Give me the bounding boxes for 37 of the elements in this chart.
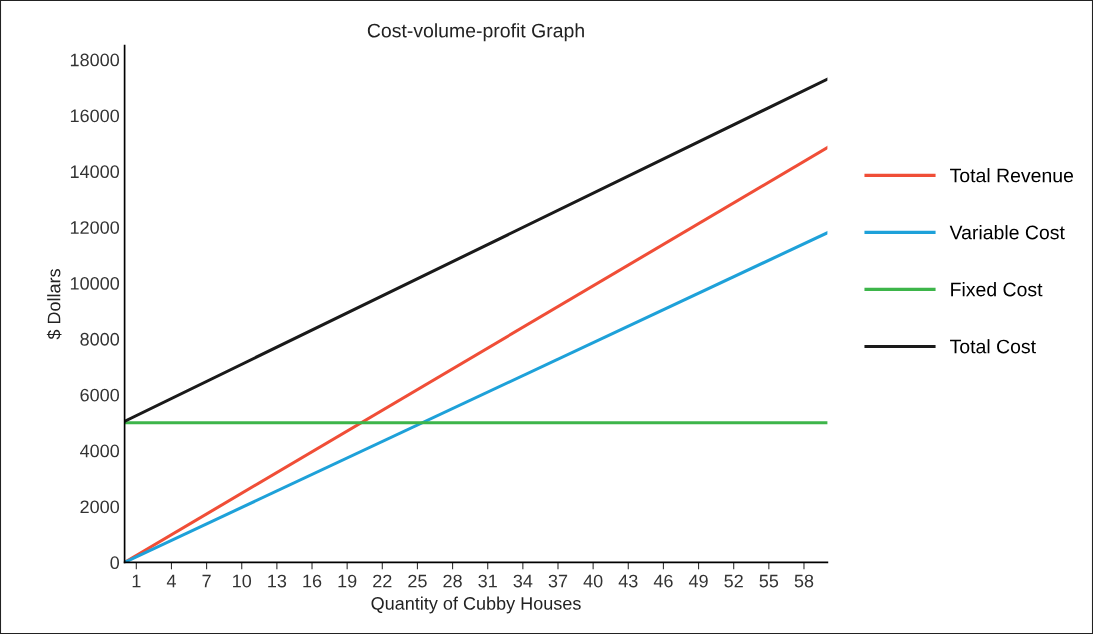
x-tick-label: 52 — [724, 574, 743, 588]
x-tick-label: 10 — [233, 574, 252, 588]
legend-label: Total Cost — [950, 339, 1036, 354]
y-tick-label: 4000 — [79, 444, 120, 458]
x-tick-label: 16 — [303, 574, 322, 588]
x-tick-label: 7 — [202, 574, 211, 588]
y-tick-label: 6000 — [80, 388, 120, 402]
x-tick-label: 58 — [794, 574, 814, 588]
legend-label: Variable Cost — [949, 225, 1065, 240]
y-tick-label: 10000 — [70, 276, 120, 290]
y-tick-label: 12000 — [70, 221, 120, 234]
x-tick-label: 49 — [688, 574, 708, 588]
x-tick-label: 43 — [618, 574, 638, 588]
x-axis-title: Quantity of Cubby Houses — [371, 596, 581, 614]
x-tick-label: 22 — [373, 574, 392, 588]
y-tick-label: 18000 — [70, 53, 120, 67]
legend-label: Fixed Cost — [951, 282, 1043, 297]
x-tick-label: 25 — [408, 574, 427, 588]
y-tick-label: 14000 — [70, 165, 120, 179]
y-tick-label: 16000 — [70, 109, 120, 123]
x-tick-label: 55 — [759, 574, 779, 588]
x-tick-label: 4 — [166, 574, 176, 588]
chart-title: Cost-volume-profit Graph — [367, 23, 584, 42]
x-tick-label: 34 — [513, 574, 533, 588]
x-tick-label: 40 — [583, 574, 603, 588]
x-tick-label: 1 — [132, 574, 141, 588]
y-tick-label: 8000 — [80, 332, 120, 346]
x-tick-label: 19 — [338, 574, 357, 588]
y-tick-label: 0 — [110, 556, 120, 570]
y-tick-label: 2000 — [80, 500, 120, 514]
x-tick-label: 46 — [653, 574, 673, 588]
x-tick-label: 13 — [268, 574, 287, 588]
legend-label: Total Revenue — [950, 168, 1074, 183]
x-tick-label: 28 — [443, 574, 462, 588]
x-tick-label: 37 — [548, 574, 568, 588]
x-tick-label: 31 — [478, 574, 497, 588]
y-axis-title: $ Dollars — [46, 269, 62, 340]
